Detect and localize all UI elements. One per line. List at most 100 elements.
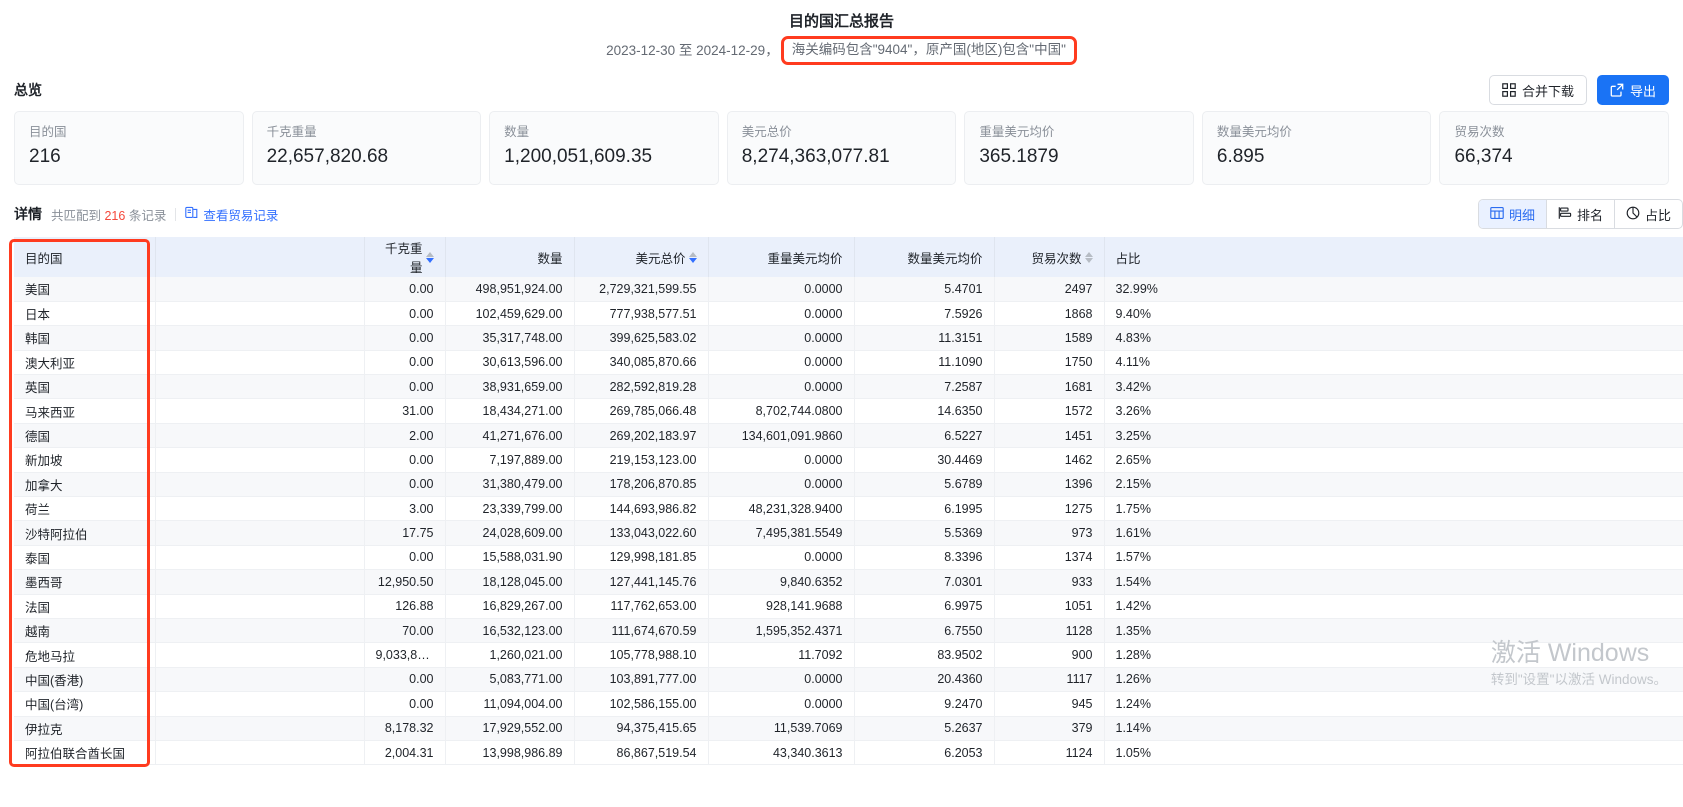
cell-usd_per_qty: 30.4469	[854, 447, 995, 473]
table-row[interactable]: 澳大利亚 0.00 30,613,596.00 340,085,870.66 0.000…	[14, 350, 1683, 376]
column-header-kg_weight[interactable]: 千克重量	[364, 237, 446, 277]
cell-quantity: 38,931,659.00	[445, 374, 575, 400]
cell-share: 2.65%	[1104, 447, 1683, 473]
column-header-trades[interactable]: 贸易次数	[994, 237, 1105, 277]
cell-usd_total: 102,586,155.00	[574, 691, 709, 717]
cell-share: 1.75%	[1104, 496, 1683, 522]
cell-blank	[155, 374, 365, 400]
tab-ranking[interactable]: 排名	[1547, 200, 1615, 228]
cell-quantity: 18,434,271.00	[445, 398, 575, 424]
table-row[interactable]: 德国 2.00 41,271,676.00 269,202,183.97 134,601…	[14, 423, 1683, 449]
cell-usd_per_kg: 134,601,091.9860	[708, 423, 855, 449]
cell-usd_per_kg: 11,539.7069	[708, 716, 855, 741]
page-title: 目的国汇总报告	[788, 13, 894, 30]
table-row[interactable]: 墨西哥 12,950.50 18,128,045.00 127,441,145.76 9…	[14, 569, 1683, 595]
cell-quantity: 15,588,031.90	[445, 545, 575, 571]
cell-quantity: 17,929,552.00	[445, 716, 575, 741]
cell-usd_per_kg: 0.0000	[708, 691, 855, 717]
cell-usd_per_qty: 5.4701	[854, 277, 995, 302]
cell-blank	[155, 618, 365, 644]
cell-blank	[155, 740, 365, 766]
cell-country: 加拿大	[14, 472, 156, 498]
cell-blank	[155, 350, 365, 376]
cell-quantity: 24,028,609.00	[445, 520, 575, 546]
sort-toggle-trades[interactable]	[1084, 251, 1093, 263]
table-row[interactable]: 阿拉伯联合酋长国 2,004.31 13,998,986.89 86,867,519.…	[14, 740, 1683, 766]
cell-country: 中国(香港)	[14, 667, 156, 693]
table-row[interactable]: 加拿大 0.00 31,380,479.00 178,206,870.85 0.0000…	[14, 472, 1683, 498]
records-icon	[185, 206, 198, 222]
detail-table-container: 目的国 千克重量 数量 美元总价 重量美元均价 数量美元均价 贸易次数 占比 美国 0.00 49…	[0, 237, 1683, 767]
cell-trades: 973	[994, 520, 1105, 546]
cell-blank	[155, 716, 365, 741]
cell-usd_total: 282,592,819.28	[574, 374, 709, 400]
cell-usd_per_qty: 6.1995	[854, 496, 995, 522]
table-row[interactable]: 危地马拉 9,033,86... 1,260,021.00 105,778,988.1…	[14, 642, 1683, 668]
card-value: 1,200,051,609.35	[504, 146, 653, 167]
view-trade-records-link[interactable]: 查看贸易记录	[185, 205, 278, 224]
cell-kg_weight: 3.00	[364, 496, 446, 522]
cell-usd_total: 127,441,145.76	[574, 569, 709, 595]
cell-kg_weight: 0.00	[364, 667, 446, 693]
table-row[interactable]: 英国 0.00 38,931,659.00 282,592,819.28 0.0000 7…	[14, 374, 1683, 400]
table-row[interactable]: 荷兰 3.00 23,339,799.00 144,693,986.82 48,231,…	[14, 496, 1683, 522]
cell-share: 9.40%	[1104, 301, 1683, 327]
cell-kg_weight: 8,178.32	[364, 716, 446, 741]
table-row[interactable]: 法国 126.88 16,829,267.00 117,762,653.00 928,1…	[14, 594, 1683, 619]
cell-trades: 2497	[994, 277, 1105, 302]
cell-quantity: 102,459,629.00	[445, 301, 575, 327]
cell-usd_per_qty: 11.1090	[854, 350, 995, 376]
cell-quantity: 11,094,004.00	[445, 691, 575, 717]
cell-trades: 1117	[994, 667, 1105, 693]
cell-share: 1.14%	[1104, 716, 1683, 741]
cell-usd_per_qty: 5.5369	[854, 520, 995, 546]
cell-country: 阿拉伯联合酋长国	[14, 740, 156, 766]
cell-quantity: 5,083,771.00	[445, 667, 575, 693]
sort-toggle-usd_total[interactable]	[688, 251, 697, 263]
cell-share: 1.26%	[1104, 667, 1683, 693]
cell-kg_weight: 0.00	[364, 325, 446, 351]
tab-proportion[interactable]: 占比	[1615, 200, 1682, 228]
overview-card: 美元总价 8,274,363,077.81	[726, 111, 957, 185]
merge-icon	[1502, 83, 1516, 97]
cell-share: 1.61%	[1104, 520, 1683, 546]
cell-country: 沙特阿拉伯	[14, 520, 156, 546]
cell-country: 中国(台湾)	[14, 691, 156, 717]
cell-trades: 1572	[994, 398, 1105, 424]
table-row[interactable]: 越南 70.00 16,532,123.00 111,674,670.59 1,595,…	[14, 618, 1683, 644]
cell-trades: 1462	[994, 447, 1105, 473]
cell-kg_weight: 0.00	[364, 691, 446, 717]
table-header-row: 目的国 千克重量 数量 美元总价 重量美元均价 数量美元均价 贸易次数 占比	[14, 237, 1683, 277]
table-row[interactable]: 新加坡 0.00 7,197,889.00 219,153,123.00 0.0000 3…	[14, 447, 1683, 473]
cell-usd_per_kg: 0.0000	[708, 301, 855, 327]
table-row[interactable]: 泰国 0.00 15,588,031.90 129,998,181.85 0.0000 8…	[14, 545, 1683, 571]
column-header-usd_total[interactable]: 美元总价	[574, 237, 709, 277]
export-button[interactable]: 导出	[1596, 75, 1669, 105]
detail-section-bar: 详情 共匹配到 216 条记录 查看贸易记录 明细	[0, 185, 1683, 237]
column-header-usd_per_kg: 重量美元均价	[708, 237, 855, 277]
table-row[interactable]: 沙特阿拉伯 17.75 24,028,609.00 133,043,022.60 7,4…	[14, 520, 1683, 546]
card-label: 目的国	[29, 125, 67, 139]
cell-blank	[155, 398, 365, 424]
table-row[interactable]: 日本 0.00 102,459,629.00 777,938,577.51 0.0000…	[14, 301, 1683, 327]
meta-suffix: 条记录	[125, 208, 167, 223]
cell-usd_per_qty: 7.2587	[854, 374, 995, 400]
sort-toggle-kg_weight[interactable]	[425, 251, 434, 263]
table-row[interactable]: 美国 0.00 498,951,924.00 2,729,321,599.55 0.00…	[14, 277, 1683, 302]
cell-trades: 945	[994, 691, 1105, 717]
tab-detail[interactable]: 明细	[1478, 200, 1547, 228]
cell-country: 德国	[14, 423, 156, 449]
table-row[interactable]: 韩国 0.00 35,317,748.00 399,625,583.02 0.0000 1…	[14, 325, 1683, 351]
overview-card: 贸易次数 66,374	[1439, 111, 1670, 185]
table-row[interactable]: 马来西亚 31.00 18,434,271.00 269,785,066.48 8,70…	[14, 398, 1683, 424]
table-row[interactable]: 伊拉克 8,178.32 17,929,552.00 94,375,415.65 11,…	[14, 716, 1683, 741]
merge-download-button[interactable]: 合并下载	[1488, 75, 1587, 105]
meta-prefix: 共匹配到	[51, 208, 105, 223]
cell-usd_per_kg: 928,141.9688	[708, 594, 855, 619]
detail-match-meta: 共匹配到 216 条记录	[51, 205, 166, 224]
table-row[interactable]: 中国(香港) 0.00 5,083,771.00 103,891,777.00 0.00…	[14, 667, 1683, 693]
overview-title: 总览	[14, 82, 42, 98]
table-row[interactable]: 中国(台湾) 0.00 11,094,004.00 102,586,155.00 0.0…	[14, 691, 1683, 717]
cell-trades: 933	[994, 569, 1105, 595]
filter-condition-text: 海关编码包含"9404"，原产国(地区)包含"中国"	[780, 36, 1077, 65]
